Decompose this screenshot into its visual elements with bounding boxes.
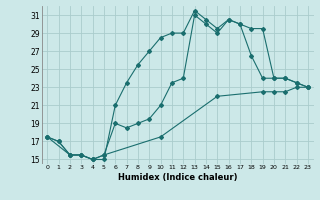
X-axis label: Humidex (Indice chaleur): Humidex (Indice chaleur) [118, 173, 237, 182]
